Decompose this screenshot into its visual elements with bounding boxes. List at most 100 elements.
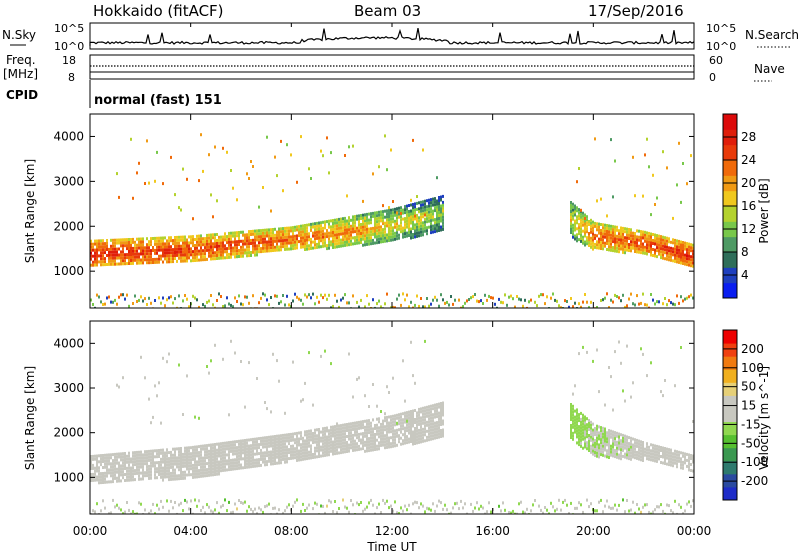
heatmap-cell — [646, 503, 648, 507]
heatmap-cell — [420, 227, 422, 231]
heatmap-cell — [170, 459, 172, 463]
heatmap-cell — [290, 447, 292, 451]
heatmap-cell — [114, 259, 116, 263]
heatmap-cell — [692, 460, 694, 464]
heatmap-cell — [296, 228, 298, 232]
heatmap-cell — [588, 244, 590, 247]
heatmap-cell — [380, 305, 382, 308]
heatmap-cell — [358, 220, 360, 224]
heatmap-cell — [370, 439, 372, 443]
heatmap-cell — [210, 443, 212, 447]
heatmap-cell — [346, 228, 348, 232]
heatmap-cell — [260, 439, 262, 443]
heatmap-cell — [202, 258, 204, 262]
heatmap-cell — [186, 473, 188, 477]
heatmap-cell — [654, 302, 656, 306]
heatmap-cell — [186, 449, 188, 453]
heatmap-cell — [396, 434, 398, 438]
heatmap-cell — [668, 451, 670, 455]
heatmap-cell — [628, 457, 630, 461]
heatmap-cell — [430, 428, 432, 432]
heatmap-cell — [172, 453, 174, 457]
heatmap-cell — [424, 217, 426, 221]
heatmap-cell — [614, 246, 616, 250]
heatmap-cell — [608, 366, 610, 369]
freq-ytick-top: 18 — [62, 54, 76, 67]
heatmap-cell — [650, 253, 652, 257]
heatmap-cell — [170, 474, 172, 478]
heatmap-cell — [100, 260, 102, 264]
heatmap-cell — [118, 467, 120, 471]
heatmap-cell — [370, 427, 372, 431]
heatmap-cell — [202, 447, 204, 451]
heatmap-cell — [634, 441, 636, 445]
heatmap-cell — [216, 463, 218, 467]
heatmap-cell — [582, 419, 584, 423]
heatmap-cell — [214, 236, 216, 240]
heatmap-cell — [690, 243, 692, 247]
heatmap-cell — [230, 464, 232, 468]
heatmap-cell — [258, 443, 260, 447]
heatmap-cell — [124, 262, 126, 266]
heatmap-cell — [420, 215, 422, 219]
heatmap-cell — [224, 250, 226, 254]
heatmap-cell — [584, 424, 586, 428]
heatmap-cell — [396, 431, 398, 435]
heatmap-cell — [92, 254, 94, 258]
heatmap-cell — [574, 219, 576, 223]
colorbar-segment — [723, 382, 737, 396]
heatmap-cell — [420, 431, 422, 435]
heatmap-cell — [604, 427, 606, 431]
heatmap-cell — [344, 447, 346, 451]
heatmap-cell — [436, 406, 438, 410]
heatmap-cell — [468, 298, 470, 301]
heatmap-cell — [228, 252, 230, 256]
heatmap-cell — [172, 239, 174, 243]
heatmap-cell — [644, 503, 646, 507]
heatmap-cell — [676, 239, 678, 243]
heatmap-cell — [680, 463, 682, 467]
heatmap-cell — [640, 449, 642, 453]
heatmap-cell — [290, 247, 292, 251]
power-ylabel: Slant Range [km] — [23, 159, 37, 263]
heatmap-cell — [266, 234, 268, 238]
heatmap-cell — [588, 449, 590, 452]
heatmap-cell — [206, 468, 208, 472]
heatmap-cell — [124, 461, 126, 464]
heatmap-cell — [366, 218, 368, 222]
heatmap-cell — [386, 415, 388, 419]
heatmap-cell — [130, 256, 132, 259]
heatmap-cell — [272, 243, 274, 246]
heatmap-cell — [396, 297, 398, 301]
heatmap-cell — [190, 467, 192, 471]
heatmap-cell — [110, 259, 112, 263]
heatmap-cell — [370, 239, 372, 243]
heatmap-cell — [652, 173, 654, 177]
heatmap-cell — [374, 427, 376, 430]
heatmap-cell — [416, 201, 418, 205]
heatmap-cell — [96, 463, 98, 467]
heatmap-cell — [138, 471, 140, 475]
heatmap-cell — [282, 436, 284, 440]
heatmap-cell — [490, 296, 492, 300]
heatmap-cell — [380, 219, 382, 223]
heatmap-cell — [286, 143, 288, 147]
heatmap-cell — [414, 442, 416, 445]
heatmap-cell — [204, 258, 206, 262]
heatmap-cell — [292, 229, 294, 233]
heatmap-cell — [170, 295, 172, 299]
heatmap-cell — [96, 254, 98, 258]
heatmap-cell — [590, 224, 592, 228]
heatmap-cell — [224, 453, 226, 457]
heatmap-cell — [248, 230, 250, 234]
heatmap-cell — [666, 503, 668, 507]
heatmap-cell — [602, 226, 604, 230]
heatmap-cell — [326, 136, 328, 140]
heatmap-cell — [114, 473, 116, 477]
heatmap-cell — [296, 237, 298, 241]
heatmap-cell — [686, 242, 688, 246]
heatmap-cell — [172, 477, 174, 481]
heatmap-cell — [612, 225, 614, 229]
heatmap-cell — [152, 452, 154, 456]
heatmap-cell — [430, 410, 432, 414]
